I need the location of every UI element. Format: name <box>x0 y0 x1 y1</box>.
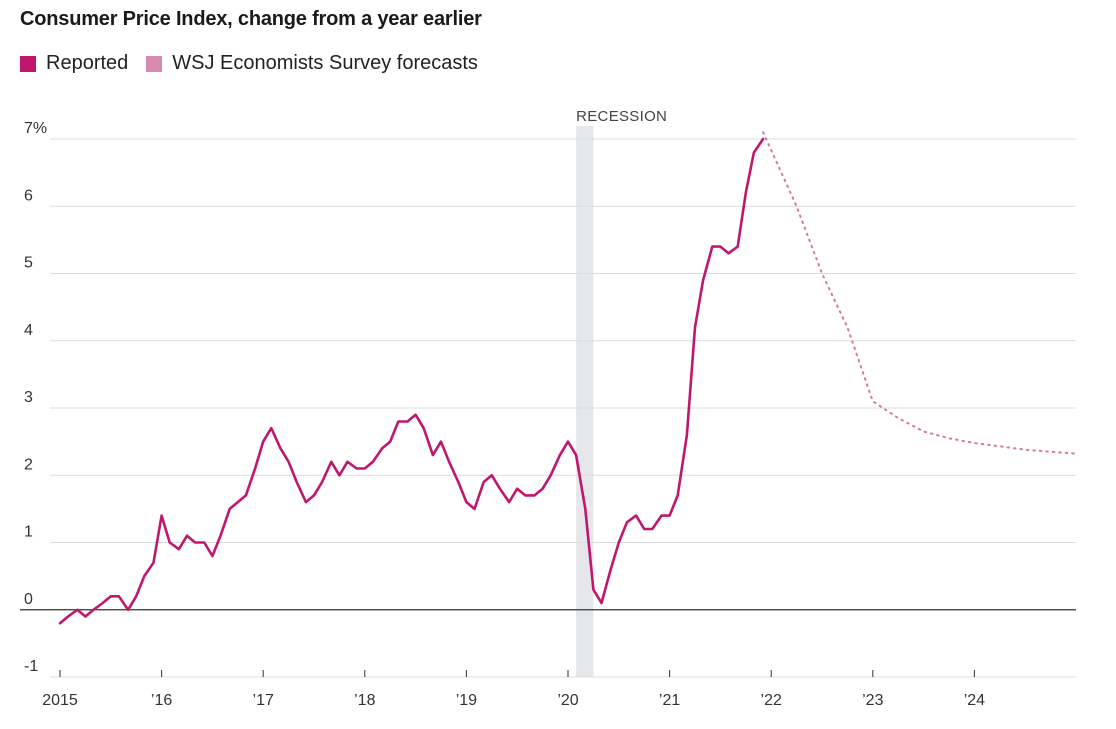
x-tick-label: ’23 <box>862 692 883 709</box>
legend: Reported WSJ Economists Survey forecasts <box>20 52 496 75</box>
y-tick-label: -1 <box>24 658 38 675</box>
x-tick-label: ’24 <box>964 692 985 709</box>
legend-label-forecasts: WSJ Economists Survey forecasts <box>172 52 478 74</box>
y-tick-label: 3 <box>24 389 33 406</box>
x-tick-label: 2015 <box>42 692 78 709</box>
y-tick-label: 6 <box>24 187 33 204</box>
x-tick-label: ’20 <box>557 692 578 709</box>
x-tick-label: ’19 <box>456 692 477 709</box>
y-tick-label: 4 <box>24 322 33 339</box>
x-tick-label: ’18 <box>354 692 375 709</box>
legend-item-reported: Reported <box>20 52 128 75</box>
y-tick-label: 1 <box>24 524 33 541</box>
legend-swatch-reported <box>20 55 36 72</box>
series-forecast-line <box>762 131 1077 455</box>
recession-label: RECESSION <box>576 108 667 125</box>
recession-band <box>576 126 594 677</box>
series-reported-line <box>58 137 765 625</box>
chart-title: Consumer Price Index, change from a year… <box>20 8 482 30</box>
legend-swatch-forecasts <box>146 55 163 72</box>
x-tick-label: ’16 <box>151 692 172 709</box>
y-tick-label: 5 <box>24 255 33 272</box>
x-tick-label: ’17 <box>253 692 274 709</box>
x-tick-label: ’22 <box>761 692 782 709</box>
y-tick-label: 2 <box>24 456 33 473</box>
x-tick-label: ’21 <box>659 692 680 709</box>
y-tick-label: 0 <box>24 591 33 608</box>
y-tick-label: 7% <box>24 120 47 137</box>
legend-item-forecasts: WSJ Economists Survey forecasts <box>146 52 478 75</box>
legend-label-reported: Reported <box>46 52 129 74</box>
